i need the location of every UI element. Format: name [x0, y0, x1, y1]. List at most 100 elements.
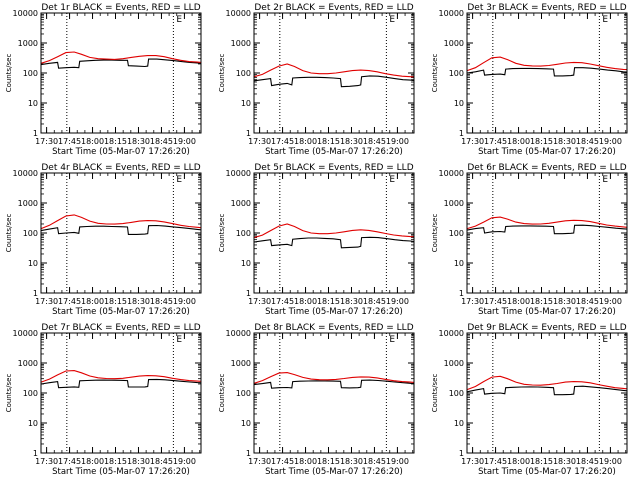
- x-tick-label: 18:30: [553, 297, 576, 306]
- plot-frame: [466, 172, 628, 294]
- x-tick-label: 18:15: [530, 137, 553, 146]
- panel-det-7: Det 7r BLACK = Events, RED = LLD Counts/s…: [5, 323, 202, 477]
- y-tick-label: 10: [28, 99, 38, 108]
- panel-title: Det 5r BLACK = Events, RED = LLD: [254, 163, 413, 173]
- x-tick-label: 19:00: [386, 297, 409, 306]
- y-tick-label: 10000: [226, 329, 251, 338]
- y-axis-label: Counts/sec: [218, 54, 226, 93]
- y-tick-label: 10000: [13, 9, 38, 18]
- x-tick-label: 18:00: [507, 137, 530, 146]
- x-tick-label: 19:00: [173, 137, 196, 146]
- x-tick-label: 18:30: [553, 457, 576, 466]
- y-tick-label: 100: [236, 389, 251, 398]
- x-tick-label: 17:45: [58, 457, 81, 466]
- legend-marker: E: [176, 335, 182, 345]
- series-events: [41, 224, 201, 235]
- x-tick-label: 18:00: [81, 457, 104, 466]
- y-tick-label: 1: [33, 289, 38, 298]
- y-tick-label: 1000: [444, 39, 464, 48]
- x-tick-label: 18:15: [317, 457, 340, 466]
- y-tick-label: 1: [33, 449, 38, 458]
- x-tick-label: 18:30: [553, 137, 576, 146]
- y-tick-label: 1000: [18, 199, 38, 208]
- series-lld: [40, 51, 201, 64]
- series-events: [466, 385, 627, 396]
- series-events: [41, 58, 201, 69]
- y-tick-label: 1: [459, 449, 464, 458]
- x-tick-label: 18:00: [81, 137, 104, 146]
- series-lld: [466, 56, 627, 72]
- x-tick-label: 17:30: [461, 297, 484, 306]
- y-axis-label: Counts/sec: [431, 54, 439, 93]
- y-tick-label: 1000: [231, 39, 251, 48]
- x-tick-label: 18:00: [507, 297, 530, 306]
- y-axis-label: Counts/sec: [431, 374, 439, 413]
- series-lld: [253, 372, 414, 384]
- y-axis-label: Counts/sec: [5, 374, 13, 413]
- x-tick-label: 17:30: [248, 137, 271, 146]
- y-tick-label: 10: [454, 419, 464, 428]
- x-tick-label: 19:00: [386, 457, 409, 466]
- x-tick-label: 19:00: [599, 457, 622, 466]
- y-axis-label: Counts/sec: [218, 374, 226, 413]
- y-tick-label: 100: [449, 69, 464, 78]
- x-tick-label: 18:15: [317, 137, 340, 146]
- x-tick-label: 19:00: [173, 457, 196, 466]
- y-tick-label: 1: [246, 289, 251, 298]
- x-tick-label: 17:45: [271, 457, 294, 466]
- x-tick-label: 18:00: [507, 457, 530, 466]
- y-tick-label: 1000: [444, 359, 464, 368]
- y-tick-label: 10000: [226, 9, 251, 18]
- x-tick-label: 18:30: [127, 457, 150, 466]
- y-tick-label: 100: [23, 389, 38, 398]
- panel-det-9: Det 9r BLACK = Events, RED = LLD Counts/s…: [431, 323, 628, 477]
- panel-title: Det 9r BLACK = Events, RED = LLD: [467, 323, 626, 333]
- x-tick-label: 17:45: [271, 297, 294, 306]
- y-tick-label: 10: [454, 99, 464, 108]
- x-tick-label: 18:30: [340, 297, 363, 306]
- y-tick-label: 10: [241, 259, 251, 268]
- x-tick-label: 18:30: [340, 457, 363, 466]
- legend-marker: E: [389, 175, 395, 185]
- series-events: [467, 67, 627, 77]
- x-tick-label: 19:00: [386, 137, 409, 146]
- legend-marker: E: [602, 335, 608, 345]
- legend-marker: E: [176, 15, 182, 25]
- legend-marker: E: [389, 335, 395, 345]
- y-tick-label: 10000: [439, 169, 464, 178]
- x-tick-label: 18:45: [576, 297, 599, 306]
- plot-frame: [253, 172, 415, 294]
- y-tick-label: 1: [459, 129, 464, 138]
- y-tick-label: 1: [246, 449, 251, 458]
- x-tick-label: 17:45: [58, 137, 81, 146]
- panel-det-2: Det 2r BLACK = Events, RED = LLD Counts/s…: [218, 3, 415, 157]
- y-tick-label: 10: [241, 419, 251, 428]
- x-tick-label: 18:45: [363, 137, 386, 146]
- panel-title: Det 4r BLACK = Events, RED = LLD: [41, 163, 200, 173]
- y-axis-label: Counts/sec: [431, 214, 439, 253]
- x-tick-label: 18:15: [530, 457, 553, 466]
- x-tick-label: 17:45: [271, 137, 294, 146]
- panel-title: Det 2r BLACK = Events, RED = LLD: [254, 3, 413, 13]
- legend-marker: E: [602, 15, 608, 25]
- panel-title: Det 1r BLACK = Events, RED = LLD: [41, 3, 200, 13]
- x-tick-label: 18:00: [81, 297, 104, 306]
- series-lld: [40, 370, 201, 383]
- panel-title: Det 3r BLACK = Events, RED = LLD: [467, 3, 626, 13]
- x-tick-label: 19:00: [599, 137, 622, 146]
- series-events: [254, 236, 414, 249]
- x-tick-label: 18:45: [150, 297, 173, 306]
- y-tick-label: 100: [23, 69, 38, 78]
- y-tick-label: 10: [28, 259, 38, 268]
- y-tick-label: 100: [449, 229, 464, 238]
- x-tick-label: 17:30: [461, 137, 484, 146]
- legend-marker: E: [389, 15, 395, 25]
- x-axis-label: Start Time (05-Mar-07 17:26:20): [265, 467, 403, 477]
- plot-frame: [253, 332, 415, 454]
- series-lld: [253, 63, 414, 78]
- x-tick-label: 18:30: [340, 137, 363, 146]
- series-lld: [466, 375, 627, 391]
- x-tick-label: 18:00: [294, 137, 317, 146]
- series-lld: [466, 216, 627, 230]
- y-axis-label: Counts/sec: [5, 54, 13, 93]
